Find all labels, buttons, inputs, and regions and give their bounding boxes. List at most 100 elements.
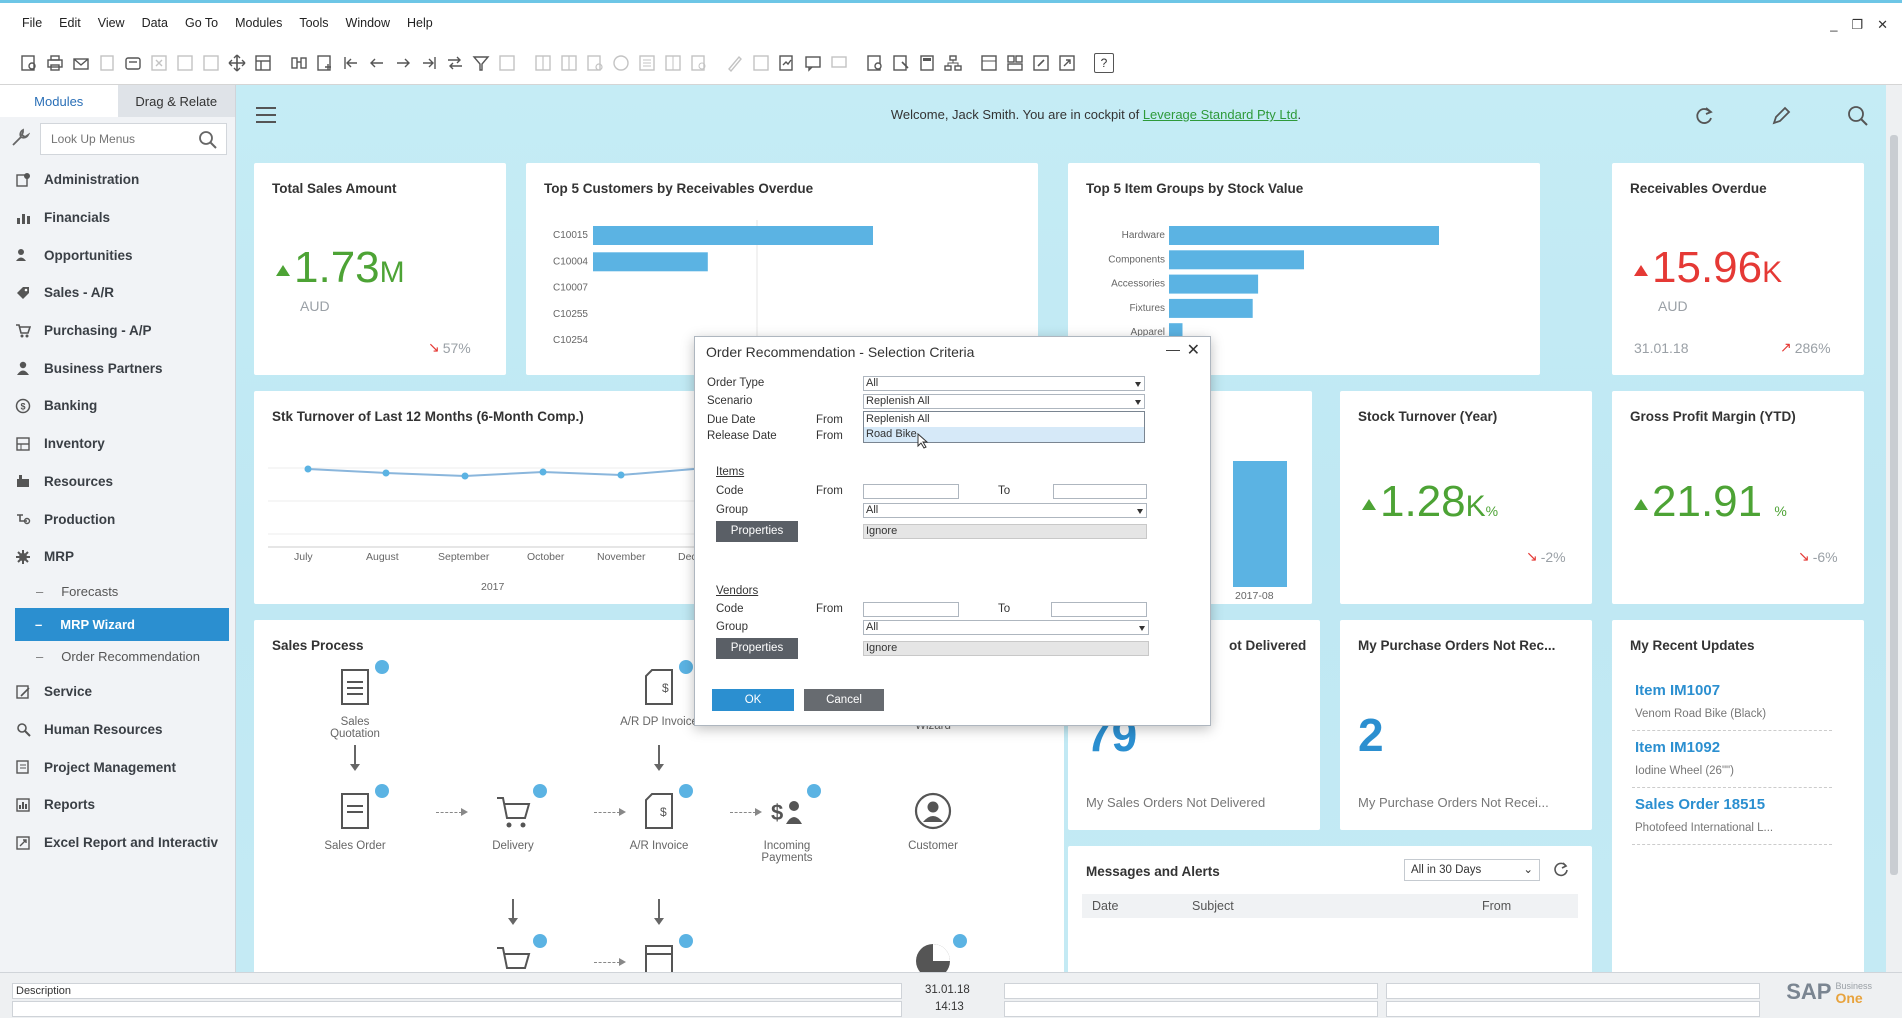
sidebar-item-excel-report[interactable]: Excel Report and Interactiv bbox=[0, 824, 235, 862]
filter-icon[interactable] bbox=[472, 54, 490, 72]
base-document-icon[interactable] bbox=[534, 54, 552, 72]
receivables-overdue-card[interactable]: Receivables Overdue 15.96K AUD 31.01.18 … bbox=[1612, 163, 1864, 375]
purchase-orders-card[interactable]: My Purchase Orders Not Rec... 2 My Purch… bbox=[1340, 620, 1592, 830]
alert-icon[interactable] bbox=[892, 54, 910, 72]
dialog-close-icon[interactable]: ✕ bbox=[1186, 342, 1200, 359]
refresh-icon[interactable] bbox=[1693, 105, 1715, 130]
sort-icon[interactable] bbox=[498, 54, 516, 72]
scenario-select[interactable]: Replenish All bbox=[863, 394, 1145, 409]
tab-modules[interactable]: Modules bbox=[0, 85, 118, 117]
cancel-button[interactable]: Cancel bbox=[804, 689, 884, 711]
messages-refresh-icon[interactable] bbox=[1552, 860, 1570, 881]
find-icon[interactable] bbox=[290, 54, 308, 72]
scenario-option[interactable]: Replenish All bbox=[866, 413, 930, 425]
menu-help[interactable]: Help bbox=[407, 15, 433, 30]
preview-icon[interactable] bbox=[20, 54, 38, 72]
scenario-option-highlighted[interactable]: Road Bike bbox=[864, 427, 1144, 442]
menu-file[interactable]: File bbox=[22, 15, 43, 30]
sidebar-subitem-order-recommendation[interactable]: – Order Recommendation bbox=[36, 649, 200, 665]
menu-tools[interactable]: Tools bbox=[299, 15, 329, 30]
vendors-properties-button[interactable]: Properties bbox=[716, 638, 798, 659]
help-icon[interactable]: ? bbox=[1094, 53, 1114, 73]
next-record-icon[interactable] bbox=[394, 54, 412, 72]
last-record-icon[interactable] bbox=[420, 54, 438, 72]
messages-alerts-card[interactable]: Messages and Alerts All in 30 Days ⌄ Date… bbox=[1068, 846, 1592, 972]
return-node[interactable] bbox=[458, 934, 568, 972]
incoming-payments-node[interactable]: $ Incoming Payments bbox=[732, 784, 842, 864]
menu-search-input[interactable] bbox=[51, 132, 191, 146]
document-search-icon[interactable] bbox=[690, 54, 708, 72]
vendors-code-from-input[interactable] bbox=[863, 602, 959, 617]
close-icon[interactable]: ✕ bbox=[1877, 17, 1888, 32]
calculator-icon[interactable] bbox=[918, 54, 936, 72]
sidebar-item-banking[interactable]: $ Banking bbox=[0, 387, 235, 425]
menu-view[interactable]: View bbox=[97, 15, 125, 30]
stock-turnover-card[interactable]: Stock Turnover (Year) 1.28K% ↘ -2% bbox=[1340, 391, 1592, 604]
hamburger-menu-icon[interactable] bbox=[254, 105, 278, 128]
sidebar-subitem-forecasts[interactable]: – Forecasts bbox=[36, 584, 119, 600]
order-type-select[interactable]: All bbox=[863, 376, 1145, 391]
move-icon[interactable] bbox=[228, 54, 246, 72]
form-settings-icon[interactable] bbox=[254, 54, 272, 72]
recent-update-link[interactable]: Sales Order 18515 bbox=[1635, 796, 1766, 813]
minimize-icon[interactable]: _ bbox=[1830, 17, 1838, 32]
company-link[interactable]: Leverage Standard Pty Ltd bbox=[1142, 107, 1298, 122]
first-record-icon[interactable] bbox=[342, 54, 360, 72]
previous-record-icon[interactable] bbox=[368, 54, 386, 72]
widget-icon[interactable] bbox=[980, 54, 998, 72]
sidebar-subitem-mrp-wizard[interactable]: – MRP Wizard bbox=[15, 608, 229, 641]
cockpit-scrollbar[interactable] bbox=[1886, 85, 1902, 972]
ar-invoice-node[interactable]: $ A/R Invoice bbox=[604, 784, 714, 852]
sales-quotation-node[interactable]: Sales Quotation bbox=[300, 660, 410, 740]
report-icon[interactable] bbox=[778, 54, 796, 72]
sidebar-item-administration[interactable]: Administration bbox=[0, 161, 235, 199]
sidebar-item-service[interactable]: Service bbox=[0, 673, 235, 711]
sidebar-item-resources[interactable]: Resources bbox=[0, 463, 235, 501]
message-icon[interactable] bbox=[804, 54, 822, 72]
items-code-to-input[interactable] bbox=[1053, 484, 1147, 499]
sales-order-node[interactable]: Sales Order bbox=[300, 784, 410, 852]
dialog-minimize-icon[interactable]: — bbox=[1166, 341, 1180, 357]
messages-filter-select[interactable]: All in 30 Days ⌄ bbox=[1404, 859, 1540, 881]
layout-icon[interactable] bbox=[752, 54, 770, 72]
sidebar-item-business-partners[interactable]: Business Partners bbox=[0, 349, 235, 387]
search-icon[interactable] bbox=[198, 130, 218, 153]
gross-profit-card[interactable]: Gross Profit Margin (YTD) 21.91 % ↘ -6% bbox=[1612, 391, 1864, 604]
customer-node[interactable]: Customer bbox=[878, 792, 988, 852]
edit-pencil-icon[interactable] bbox=[1770, 105, 1792, 130]
sidebar-item-project-management[interactable]: Project Management bbox=[0, 748, 235, 786]
vendors-code-to-input[interactable] bbox=[1051, 602, 1147, 617]
target-document-icon[interactable] bbox=[560, 54, 578, 72]
payment-means-icon[interactable] bbox=[612, 54, 630, 72]
items-properties-button[interactable]: Properties bbox=[716, 521, 798, 542]
word-icon[interactable] bbox=[176, 54, 194, 72]
settings-document-icon[interactable] bbox=[866, 54, 884, 72]
export-icon[interactable] bbox=[1058, 54, 1076, 72]
sidebar-item-sales[interactable]: Sales - A/R bbox=[0, 274, 235, 312]
sidebar-item-reports[interactable]: Reports bbox=[0, 786, 235, 824]
ar-dp-invoice-node[interactable]: $ A/R DP Invoice bbox=[604, 660, 714, 728]
pdf-icon[interactable] bbox=[202, 54, 220, 72]
add-icon[interactable] bbox=[316, 54, 334, 72]
sidebar-item-opportunities[interactable]: Opportunities bbox=[0, 236, 235, 274]
restore-icon[interactable]: ❐ bbox=[1851, 17, 1864, 32]
sidebar-item-human-resources[interactable]: Human Resources bbox=[0, 711, 235, 749]
widget-gallery-icon[interactable] bbox=[1006, 54, 1024, 72]
sidebar-item-production[interactable]: Production bbox=[0, 500, 235, 538]
menu-data[interactable]: Data bbox=[141, 15, 168, 30]
menu-modules[interactable]: Modules bbox=[235, 15, 283, 30]
chat-icon[interactable] bbox=[830, 54, 848, 72]
items-group-select[interactable]: All bbox=[863, 503, 1147, 518]
fax-icon[interactable] bbox=[124, 54, 142, 72]
scrollbar-thumb[interactable] bbox=[1890, 135, 1898, 875]
sidebar-item-inventory[interactable]: Inventory bbox=[0, 425, 235, 463]
recent-update-link[interactable]: Item IM1092 bbox=[1635, 739, 1721, 756]
org-chart-icon[interactable] bbox=[944, 54, 962, 72]
recent-updates-card[interactable]: My Recent Updates Item IM1007 Venom Road… bbox=[1612, 620, 1864, 972]
ok-button[interactable]: OK bbox=[712, 689, 794, 711]
tab-drag-relate[interactable]: Drag & Relate bbox=[117, 85, 235, 117]
menu-goto[interactable]: Go To bbox=[184, 15, 219, 30]
pen-icon[interactable] bbox=[726, 54, 744, 72]
gross-profit-icon[interactable] bbox=[586, 54, 604, 72]
sms-icon[interactable] bbox=[98, 54, 116, 72]
